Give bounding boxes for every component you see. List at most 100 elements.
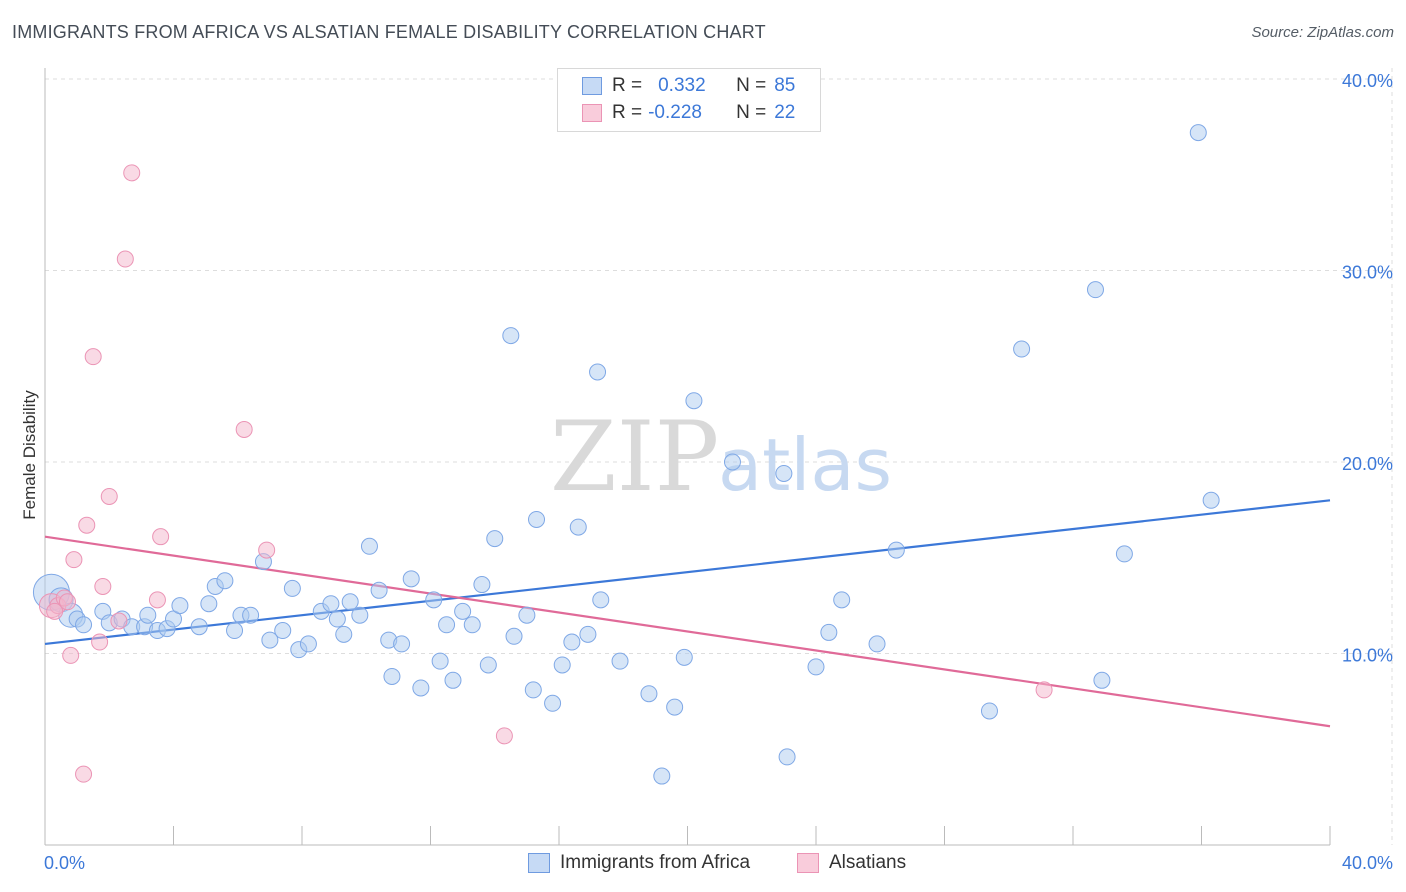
- bottom-legend-swatch-blue: [528, 853, 550, 873]
- point-africa: [807, 658, 825, 676]
- watermark-zip: ZIP: [550, 401, 719, 513]
- point-africa: [341, 593, 359, 611]
- legend-r-label: R =: [612, 75, 643, 96]
- point-africa: [553, 656, 571, 674]
- point-africa: [833, 591, 851, 609]
- point-alsatian: [116, 250, 134, 268]
- legend-n-value: 85: [774, 75, 796, 96]
- point-africa: [592, 591, 610, 609]
- point-africa: [139, 606, 157, 624]
- point-africa: [579, 625, 597, 643]
- x-tick-label: 0.0%: [44, 853, 85, 873]
- point-africa: [479, 656, 497, 674]
- point-africa: [444, 671, 462, 689]
- point-africa: [190, 618, 208, 636]
- point-alsatian: [235, 420, 253, 438]
- point-africa: [778, 748, 796, 766]
- point-africa: [589, 363, 607, 381]
- point-africa: [723, 453, 741, 471]
- point-africa: [640, 685, 658, 703]
- y-tick-label: 40.0%: [1342, 71, 1393, 91]
- point-africa: [820, 623, 838, 641]
- point-alsatian: [46, 602, 64, 620]
- point-alsatian: [495, 727, 513, 745]
- axes: [44, 68, 1331, 846]
- bottom-legend-label-alsatians: Alsatians: [829, 852, 907, 873]
- point-africa: [261, 631, 279, 649]
- point-africa: [528, 510, 546, 528]
- y-tick-label: 30.0%: [1342, 263, 1393, 283]
- point-alsatian: [123, 164, 141, 182]
- point-africa: [351, 606, 369, 624]
- correlation-legend: R = 0.332 N = 85 R = -0.228 N = 22: [557, 68, 821, 132]
- point-alsatian: [1035, 681, 1053, 699]
- point-alsatian: [58, 593, 76, 611]
- legend-n-value: 22: [774, 102, 796, 123]
- point-africa: [274, 622, 292, 640]
- point-africa: [463, 616, 481, 634]
- point-africa: [1115, 545, 1133, 563]
- point-alsatian: [65, 551, 83, 569]
- point-africa: [425, 591, 443, 609]
- point-africa: [1013, 340, 1031, 358]
- point-africa: [1093, 671, 1111, 689]
- point-africa: [402, 570, 420, 588]
- point-africa: [486, 530, 504, 548]
- point-africa: [438, 616, 456, 634]
- gridlines: [45, 68, 1393, 845]
- point-alsatian: [148, 591, 166, 609]
- point-africa: [226, 622, 244, 640]
- watermark-atlas: atlas: [718, 423, 892, 507]
- point-africa: [1202, 491, 1220, 509]
- point-africa: [216, 572, 234, 590]
- point-alsatian: [62, 646, 80, 664]
- point-africa: [524, 681, 542, 699]
- point-africa: [242, 606, 260, 624]
- point-alsatian: [152, 528, 170, 546]
- point-africa: [328, 610, 346, 628]
- point-alsatian: [258, 541, 276, 559]
- point-africa: [75, 616, 93, 634]
- point-africa: [675, 648, 693, 666]
- legend-swatch-pink: [582, 104, 602, 122]
- bottom-legend-swatch-pink: [797, 853, 819, 873]
- point-africa: [393, 635, 411, 653]
- point-alsatian: [91, 633, 109, 651]
- point-africa: [569, 518, 587, 536]
- point-africa: [322, 595, 340, 613]
- point-africa: [412, 679, 430, 697]
- point-africa: [505, 627, 523, 645]
- y-tick-label: 20.0%: [1342, 454, 1393, 474]
- trend-line-africa: [44, 499, 1331, 646]
- data-points: [32, 124, 1220, 785]
- point-africa: [360, 537, 378, 555]
- legend-n-label: N =: [736, 102, 767, 123]
- point-africa: [431, 652, 449, 670]
- point-africa: [283, 579, 301, 597]
- legend-r-value: -0.228: [648, 102, 702, 123]
- point-africa: [868, 635, 886, 653]
- point-africa: [171, 597, 189, 615]
- point-africa: [200, 595, 218, 613]
- point-africa: [1086, 281, 1104, 299]
- point-africa: [502, 327, 520, 345]
- legend-row-africa: R = 0.332 N = 85: [582, 73, 795, 99]
- point-africa: [611, 652, 629, 670]
- point-africa: [454, 602, 472, 620]
- legend-n-label: N =: [736, 75, 767, 96]
- point-africa: [653, 767, 671, 785]
- point-alsatian: [75, 765, 93, 783]
- point-africa: [980, 702, 998, 720]
- point-africa: [473, 576, 491, 594]
- point-africa: [299, 635, 317, 653]
- point-africa: [383, 667, 401, 685]
- bottom-legend-label-africa: Immigrants from Africa: [560, 852, 751, 873]
- point-africa: [518, 606, 536, 624]
- bottom-legend-africa: Immigrants from Africa: [528, 852, 750, 874]
- legend-r-label: R =: [612, 102, 643, 123]
- legend-row-alsatians: R = -0.228 N = 22: [582, 100, 795, 126]
- point-africa: [666, 698, 684, 716]
- y-tick-label: 10.0%: [1342, 646, 1393, 666]
- x-tick-label: 40.0%: [1342, 853, 1393, 873]
